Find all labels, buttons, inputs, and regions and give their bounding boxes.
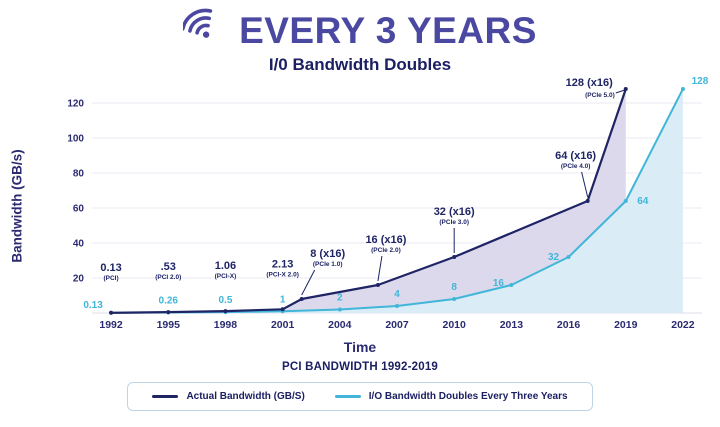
actual-value-label: .53 [161,261,176,273]
doubling-value-label: 1 [280,294,286,305]
doubling-value-label: 0.13 [83,300,103,311]
x-tick-label: 2016 [557,319,581,331]
doubling-point [395,304,399,308]
page-title: EVERY 3 YEARS [239,9,537,51]
actual-value-label: 64 (x16) [555,150,596,162]
label-leader-line [581,171,589,198]
actual-value-label: 1.06 [215,260,236,272]
actual-value-label: 2.13 [272,258,293,270]
doubling-value-label: 16 [493,278,505,289]
doubling-value-label: 2 [337,293,343,304]
doubling-value-label: 32 [548,252,560,263]
label-leader-line [377,255,383,282]
doubling-point [566,255,571,259]
area-between-series [111,89,626,313]
pci-gen-label: (PCIe 3.0) [439,219,469,226]
y-tick-label: 120 [67,99,84,110]
legend-label: Actual Bandwidth (GB/S) [186,391,305,402]
header: EVERY 3 YEARS I/0 Bandwidth Doubles [0,0,720,75]
chart-area: Bandwidth (GB/s) 20 40 60 80 100 120 1992 1995 1… [0,76,720,335]
legend: Actual Bandwidth (GB/S) I/O Bandwidth Dou… [127,382,593,411]
doubling-value-label: 4 [394,289,400,300]
legend-swatch [334,395,361,398]
pci-gen-label: (PCI) [103,275,118,282]
x-tick-label: 2010 [443,319,467,331]
x-tick-label: 2001 [271,319,295,331]
doubling-value-label: 128 [692,76,709,87]
pci-gen-label: (PCIe 2.0) [371,247,401,254]
pci-gen-label: (PCIe 1.0) [313,261,343,268]
legend-label: I/O Bandwidth Doubles Every Three Years [368,391,568,402]
pci-gen-label: (PCI-X 2.0) [266,271,299,278]
y-tick-label: 40 [73,239,85,250]
y-tick-label: 20 [73,274,85,285]
actual-point [223,309,228,314]
actual-point [452,255,457,259]
page-subtitle: I/0 Bandwidth Doubles [268,55,452,74]
x-tick-label: 1992 [99,319,123,331]
label-leader-line [615,89,625,94]
x-axis-title: Time [343,339,377,355]
actual-value-label: 16 (x16) [365,234,406,246]
pci-gen-label: (PCIe 5.0) [585,92,615,99]
doubling-value-label: 64 [637,196,649,207]
x-tick-label: 2019 [614,319,638,331]
x-tick-label: 2022 [671,319,695,331]
doubling-point [680,87,685,91]
doubling-point [509,283,514,287]
actual-value-label: 8 (x16) [310,248,345,260]
doubling-point [452,297,457,301]
legend-item: I/O Bandwidth Doubles Every Three Years [334,391,568,402]
actual-point [166,310,171,315]
actual-point [280,307,285,312]
y-tick-label: 80 [73,169,85,180]
doubling-point [337,307,342,312]
y-tick-label: 100 [67,134,84,145]
actual-value-label: 32 (x16) [434,206,475,218]
doubling-value-label: 0.5 [218,295,232,306]
actual-point [299,297,304,301]
chart-caption: PCI BANDWIDTH 1992-2019 [281,361,439,373]
actual-point [109,310,114,315]
actual-point [375,283,380,287]
actual-value-label: 128 (x16) [566,77,613,89]
y-tick-label: 60 [73,204,85,215]
x-tick-label: 1995 [157,319,181,331]
y-axis-title: Bandwidth (GB/s) [9,149,25,263]
doubling-value-label: 8 [451,282,457,293]
doubling-point [623,199,628,203]
wifi-icon [180,7,227,54]
x-tick-label: 2013 [500,319,524,331]
title-row: EVERY 3 YEARS [0,7,720,54]
doubling-value-label: 0.26 [159,296,179,307]
x-tick-label: 2004 [328,319,352,331]
pci-gen-label: (PCIe 4.0) [561,163,591,170]
actual-value-label: 0.13 [100,262,121,274]
legend-item: Actual Bandwidth (GB/S) [152,391,305,402]
area-under-doubling [111,89,683,313]
legend-swatch [152,395,179,398]
pci-gen-label: (PCI 2.0) [155,274,181,281]
x-tick-label: 2007 [385,319,409,331]
label-leader-line [301,269,316,296]
pci-gen-label: (PCI-X) [215,273,237,280]
x-tick-label: 1998 [214,319,238,331]
actual-point [585,199,590,203]
